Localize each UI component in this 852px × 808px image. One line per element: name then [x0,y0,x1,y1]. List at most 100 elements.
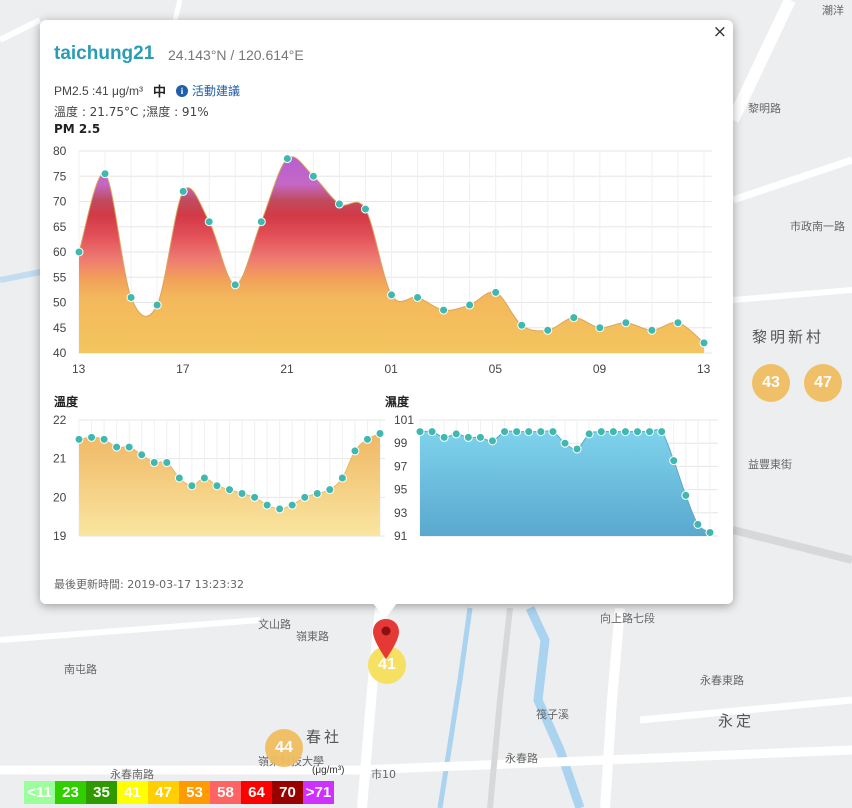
data-point[interactable] [212,481,222,491]
data-point[interactable] [375,429,385,439]
humidity-chart: 91 93 95 97 99 101 [394,413,718,543]
data-point[interactable] [463,432,473,442]
data-point[interactable] [256,217,266,227]
data-point[interactable] [187,481,197,491]
map-pin-icon[interactable] [373,619,399,659]
data-point[interactable] [262,500,272,510]
data-point[interactable] [74,434,84,444]
aqi-cluster-marker[interactable]: 47 [804,364,842,402]
data-point[interactable] [439,432,449,442]
aqi-cluster-marker[interactable]: 44 [265,729,303,767]
data-point[interactable] [124,442,134,452]
data-point[interactable] [287,500,297,510]
series-area [79,433,380,536]
map-label-road: 黎明路 [748,102,781,115]
data-point[interactable] [488,436,497,446]
map-label-road: 向上路七段 [600,612,655,625]
humidity-chart-title: 濕度 [385,395,410,409]
pm25-chart-title: PM 2.5 [54,122,101,136]
data-point[interactable] [199,473,209,483]
aqi-cluster-marker[interactable]: 43 [752,364,790,402]
data-point[interactable] [178,186,188,196]
weather-summary: 溫度 : 21.75°C ;濕度 : 91% [54,105,209,119]
data-point[interactable] [543,325,553,335]
data-point[interactable] [465,300,475,310]
data-point[interactable] [225,485,234,495]
pm25-chart: 40 45 50 55 60 65 70 75 80 13 17 21 01 05 09 13 [53,144,712,376]
data-point[interactable] [475,432,485,442]
data-point[interactable] [162,458,172,468]
data-point[interactable] [360,204,370,214]
data-point[interactable] [174,473,184,483]
data-point[interactable] [608,427,618,437]
map-label-road: 嶺東路 [296,630,329,643]
info-icon[interactable]: i [175,84,188,97]
pm25-summary: PM2.5 :41 μg/m³ 中 i 活動建議 [54,81,240,101]
data-point[interactable] [362,434,372,444]
data-point[interactable] [149,458,159,468]
data-point[interactable] [300,492,310,502]
data-point[interactable] [112,442,122,452]
data-point[interactable] [100,169,110,179]
data-point[interactable] [204,217,214,227]
data-point[interactable] [230,280,240,290]
data-point[interactable] [645,427,655,437]
data-point[interactable] [413,292,423,302]
data-point[interactable] [308,171,318,181]
data-point[interactable] [572,444,582,454]
data-point[interactable] [491,287,501,297]
pm25-level: 中 [152,85,166,100]
data-point[interactable] [647,325,657,335]
data-point[interactable] [681,490,691,500]
data-point[interactable] [512,427,522,437]
data-point[interactable] [584,429,594,439]
activity-advice-link[interactable]: 活動建議 [191,84,240,98]
data-point[interactable] [693,519,703,529]
data-point[interactable] [699,338,709,348]
map-label-road: 市政南一路 [790,220,845,233]
data-point[interactable] [451,429,461,439]
data-point[interactable] [387,290,396,300]
data-point[interactable] [126,292,136,302]
y-tick-label: 60 [53,245,67,259]
data-point[interactable] [250,492,260,502]
data-point[interactable] [427,427,437,437]
data-point[interactable] [705,528,715,538]
data-point[interactable] [334,199,344,209]
data-point[interactable] [500,427,510,437]
data-point[interactable] [350,446,360,456]
legend-item: 58 [210,781,241,804]
data-point[interactable] [569,313,579,323]
data-point[interactable] [87,432,97,442]
data-point[interactable] [620,427,630,437]
y-tick-label: 45 [53,321,67,335]
data-point[interactable] [595,323,605,333]
data-point[interactable] [657,427,667,437]
data-point[interactable] [669,456,679,466]
data-point[interactable] [415,427,425,437]
data-point[interactable] [517,320,527,330]
data-point[interactable] [325,485,335,495]
data-point[interactable] [237,488,247,498]
close-button[interactable]: × [712,22,727,42]
data-point[interactable] [621,318,631,328]
data-point[interactable] [439,305,449,315]
y-tick-label: 40 [53,346,67,360]
data-point[interactable] [560,438,570,448]
data-point[interactable] [548,427,558,437]
data-point[interactable] [633,427,642,437]
data-point[interactable] [282,154,292,164]
data-point[interactable] [596,427,606,437]
data-point[interactable] [312,488,322,498]
data-point[interactable] [536,427,546,437]
data-point[interactable] [337,473,347,483]
y-tick-label: 95 [394,483,408,497]
data-point[interactable] [275,504,285,514]
last-updated-time: 最後更新時間: 2019-03-17 13:23:32 [54,578,245,591]
data-point[interactable] [74,247,84,257]
data-point[interactable] [152,300,162,310]
data-point[interactable] [137,450,147,460]
data-point[interactable] [99,434,109,444]
data-point[interactable] [524,427,534,437]
data-point[interactable] [673,318,683,328]
